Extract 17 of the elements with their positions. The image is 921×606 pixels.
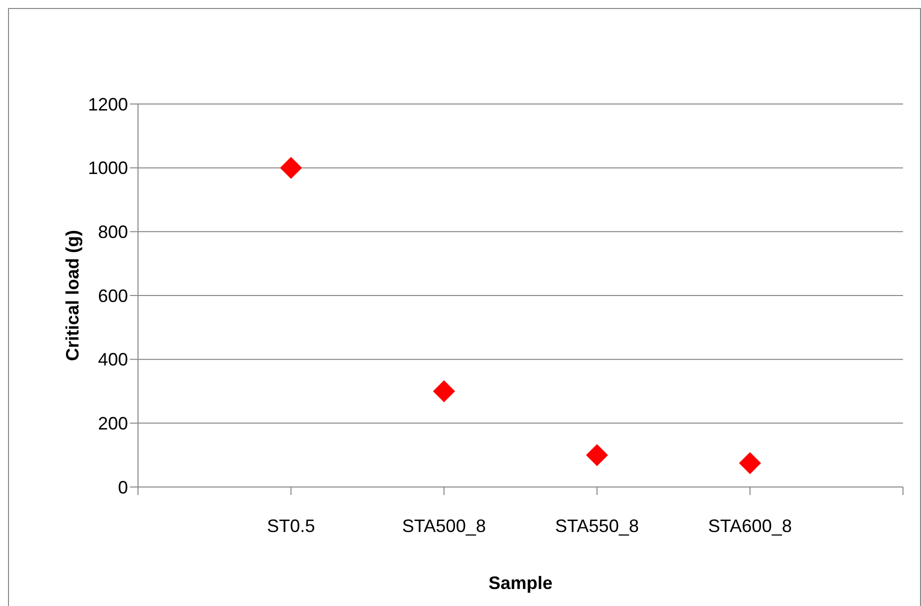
- x-axis-title: Sample: [488, 573, 553, 593]
- y-axis-title: Critical load (g): [62, 230, 82, 362]
- x-tick-label: STA600_8: [708, 516, 792, 536]
- point: [586, 444, 608, 466]
- y-tick-label: 800: [98, 222, 128, 242]
- y-tick-label: 1200: [88, 94, 128, 114]
- y-tick-label: 200: [98, 414, 128, 434]
- y-tick-label: 400: [98, 350, 128, 370]
- y-tick-label: 600: [98, 286, 128, 306]
- point: [433, 380, 455, 402]
- x-tick-label: STA500_8: [402, 516, 486, 536]
- y-tick-label: 0: [118, 477, 128, 498]
- x-tick-label: STA550_8: [555, 516, 639, 536]
- point: [280, 156, 302, 179]
- point: [739, 452, 761, 474]
- x-tick-label: ST0.5: [266, 516, 316, 536]
- y-tick-label: 1000: [88, 158, 128, 178]
